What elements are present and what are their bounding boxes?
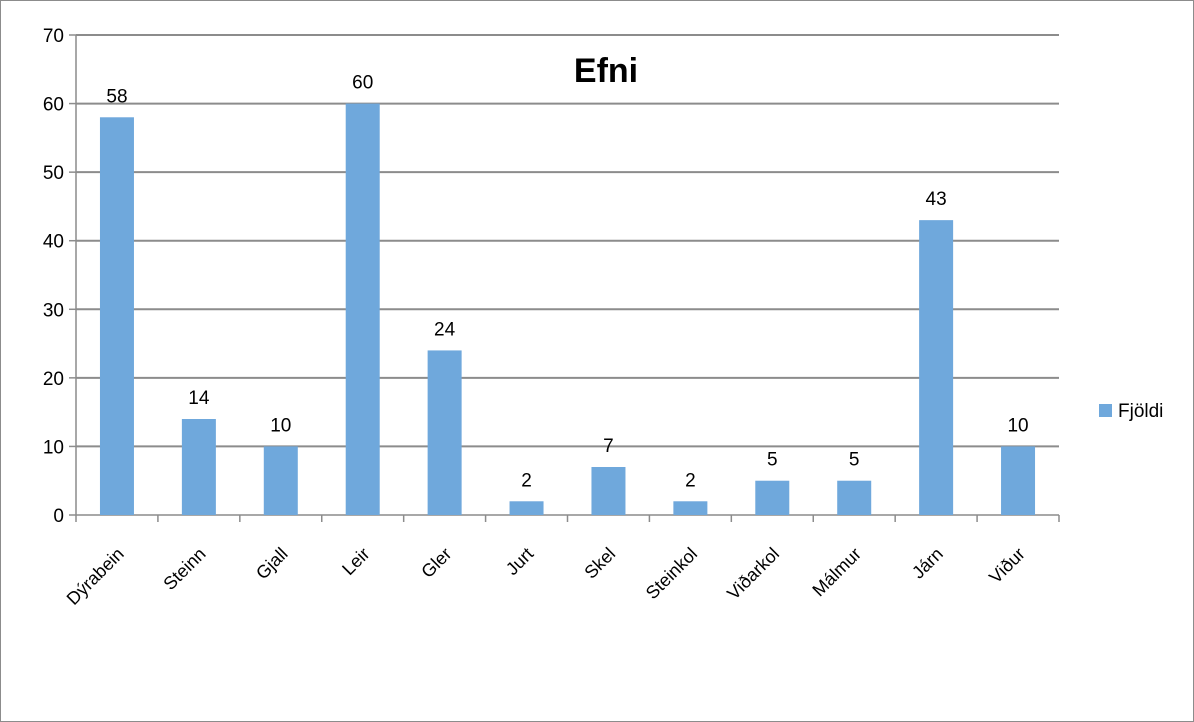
data-label: 14 — [188, 388, 210, 409]
data-label: 2 — [685, 470, 696, 491]
data-label: 10 — [1007, 415, 1028, 436]
bar — [837, 480, 872, 515]
y-tick-label: 30 — [43, 300, 64, 321]
x-category-label: Viður — [985, 544, 1029, 588]
x-category-label: Jurt — [502, 544, 537, 579]
bar — [673, 501, 708, 515]
chart-title: Efni — [574, 52, 638, 90]
x-category-label: Skel — [580, 544, 619, 583]
x-category-label: Járn — [908, 544, 947, 583]
bar — [345, 103, 380, 516]
x-category-label: Leir — [338, 544, 373, 579]
data-label: 60 — [352, 73, 373, 94]
data-label: 43 — [926, 189, 947, 210]
x-category-label: Dýrabein — [63, 544, 128, 609]
y-tick-label: 40 — [43, 232, 64, 253]
data-label: 2 — [521, 470, 532, 491]
x-category-label: Steinkol — [642, 544, 701, 603]
x-category-label: Gjall — [252, 544, 292, 584]
bar — [1001, 446, 1036, 515]
data-label: 10 — [270, 415, 291, 436]
bar — [509, 501, 544, 515]
y-tick-label: 20 — [43, 369, 64, 390]
x-category-label: Gler — [417, 544, 455, 582]
y-tick-label: 50 — [43, 163, 64, 184]
y-tick-label: 60 — [43, 95, 64, 116]
bar — [591, 467, 626, 515]
data-label: 58 — [106, 86, 127, 107]
x-category-label: Viðarkol — [723, 544, 783, 604]
bar — [181, 419, 216, 515]
bar — [755, 480, 790, 515]
y-tick-label: 70 — [43, 26, 64, 47]
x-category-label: Málmur — [808, 544, 865, 601]
data-label: 24 — [434, 319, 456, 340]
bar — [427, 350, 462, 515]
legend-label: Fjöldi — [1118, 401, 1163, 422]
y-tick-label: 0 — [53, 506, 64, 527]
y-tick-label: 10 — [43, 437, 64, 458]
legend-swatch — [1099, 404, 1112, 417]
bar — [99, 117, 134, 516]
bar — [263, 446, 298, 515]
data-label: 5 — [767, 450, 778, 471]
data-label: 5 — [849, 450, 860, 471]
x-category-label: Steinn — [159, 544, 209, 594]
data-label: 7 — [603, 436, 614, 457]
bar — [919, 220, 954, 515]
